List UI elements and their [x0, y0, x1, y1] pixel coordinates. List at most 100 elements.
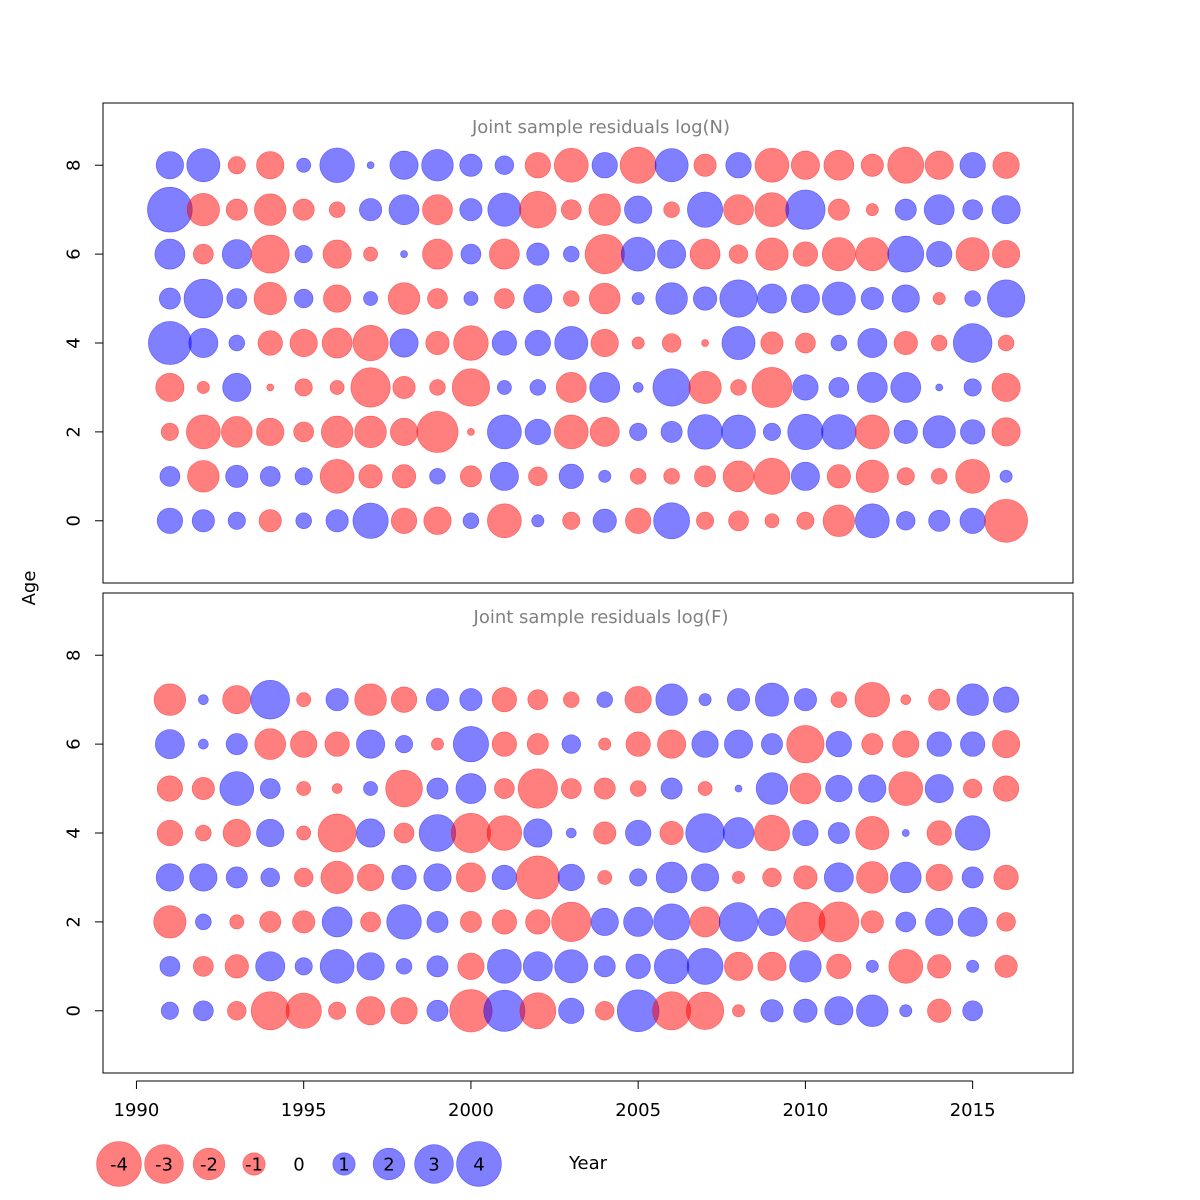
residual-bubble [422, 194, 453, 225]
residual-bubble [952, 323, 993, 363]
residual-bubble [427, 288, 448, 309]
residual-bubble [294, 288, 314, 309]
residual-bubble [896, 511, 916, 531]
legend-label: -3 [155, 1154, 173, 1175]
residual-bubble [625, 507, 652, 534]
legend-label: 4 [473, 1154, 484, 1175]
residual-bubble [554, 949, 589, 984]
legend-label: -1 [245, 1154, 263, 1175]
residual-bubble [154, 238, 186, 270]
residual-bubble [959, 152, 986, 179]
residual-bubble [431, 737, 444, 751]
residual-bubble [519, 190, 557, 229]
residual-bubble [754, 192, 790, 227]
residual-bubble [996, 912, 1016, 932]
residual-bubble [153, 683, 187, 716]
residual-bubble [319, 147, 355, 183]
residual-bubble [253, 282, 287, 316]
residual-bubble [730, 379, 747, 396]
residual-bubble [961, 866, 984, 889]
residual-bubble [296, 692, 312, 708]
residual-bubble [593, 821, 617, 845]
residual-bubble [553, 414, 589, 450]
residual-bubble [591, 152, 618, 179]
residual-bubble [923, 194, 955, 225]
residual-bubble [991, 195, 1021, 225]
residual-bubble [629, 780, 647, 797]
residual-bubble [350, 367, 391, 408]
residual-bubble [761, 733, 783, 756]
residual-bubble [762, 422, 781, 441]
residual-bubble [553, 147, 589, 183]
residual-bubble [526, 733, 549, 756]
legend-label: 1 [338, 1154, 349, 1175]
residual-bubble [762, 867, 782, 888]
residual-bubble [891, 284, 920, 313]
residual-bubble [598, 737, 612, 751]
residual-bubble [187, 460, 220, 493]
residual-bubble [792, 374, 819, 401]
residual-bubble [887, 235, 925, 273]
residual-bubble [491, 909, 517, 935]
residual-bubble [926, 241, 953, 268]
residual-bubble [855, 503, 890, 539]
residual-bubble [320, 415, 354, 449]
x-tick-label: 2010 [783, 1100, 829, 1121]
residual-bubble [395, 958, 413, 975]
residual-bubble [688, 370, 722, 404]
residual-bubble [865, 959, 879, 973]
residual-bubble [296, 825, 312, 841]
residual-bubble [186, 148, 221, 183]
residual-bubble [561, 734, 581, 754]
residual-bubble [400, 250, 408, 258]
residual-bubble [924, 774, 954, 804]
residual-bubble [525, 909, 551, 935]
residual-bubble [895, 911, 917, 933]
residual-bubble [183, 278, 224, 319]
residual-bubble [360, 911, 381, 933]
y-tick-label: 8 [63, 649, 84, 660]
residual-bubble [160, 422, 179, 441]
residual-bubble [901, 829, 910, 837]
residual-bubble [787, 413, 824, 450]
residual-bubble [188, 328, 219, 358]
residual-bubble [352, 502, 389, 539]
residual-bubble [393, 822, 415, 844]
residual-bubble [994, 954, 1018, 978]
residual-bubble [456, 862, 486, 893]
residual-bubble [964, 290, 981, 307]
residual-bubble [293, 421, 315, 443]
residual-bubble [395, 735, 414, 754]
residual-bubble [792, 241, 818, 267]
residual-bubble [294, 245, 313, 264]
residual-bubble [531, 514, 545, 528]
residual-bubble [423, 506, 452, 535]
residual-bubble [894, 198, 917, 221]
residual-bubble [491, 330, 517, 356]
residual-bubble [483, 989, 526, 1032]
residual-bubble [489, 238, 520, 270]
residual-bubble [657, 729, 687, 759]
residual-bubble [721, 326, 756, 360]
residual-bubble [487, 949, 522, 984]
residual-bubble [491, 687, 517, 713]
residual-bubble [459, 688, 483, 712]
residual-bubble [663, 468, 680, 485]
residual-bubble [890, 861, 922, 894]
residual-bubble [519, 992, 557, 1030]
residual-bubble [657, 239, 687, 269]
residual-bubble [294, 867, 314, 888]
residual-bubble [926, 820, 952, 846]
residual-bubble [256, 151, 285, 180]
y-tick-label: 0 [63, 1005, 84, 1016]
residual-bubble [629, 868, 648, 887]
residual-bubble [855, 816, 890, 850]
residual-bubble [224, 954, 249, 979]
residual-bubble [388, 194, 420, 225]
residual-bubble [563, 691, 580, 708]
residual-bubble [354, 683, 387, 716]
residual-bubble [760, 999, 784, 1023]
residual-bubble [319, 459, 355, 494]
residual-bubble [592, 508, 617, 533]
residual-bubble [590, 907, 619, 936]
